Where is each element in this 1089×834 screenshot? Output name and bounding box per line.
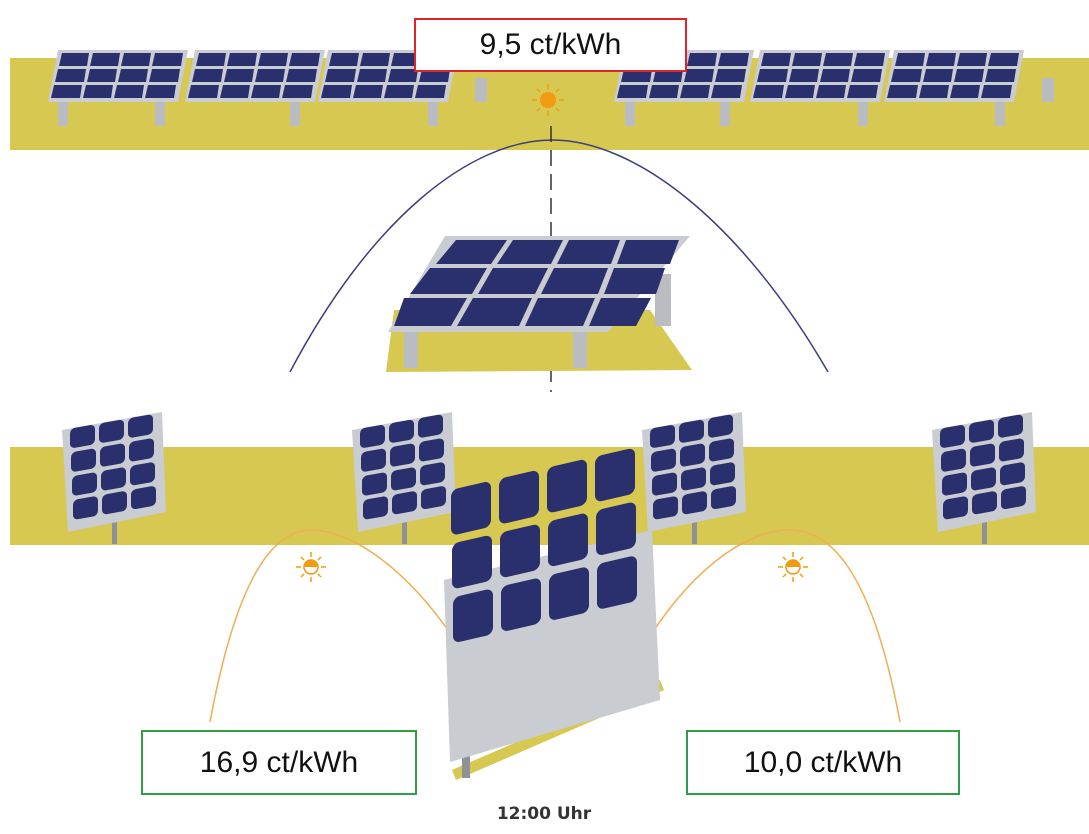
- price-label-vertical-east: 16,9 ct/kWh: [141, 730, 417, 795]
- pv-module-tilted-large: [386, 236, 692, 372]
- half-sun-icon: [778, 552, 808, 582]
- curve-vertical: [209, 529, 901, 723]
- price-label-horizontal: 9,5 ct/kWh: [414, 18, 687, 72]
- pv-module-vertical-large: [444, 448, 664, 780]
- price-label-vertical-west: 10,0 ct/kWh: [686, 730, 960, 795]
- pv-vertical-row: [62, 412, 1036, 544]
- pv-row-right: [614, 50, 1054, 126]
- curve-horizontal: [289, 139, 829, 373]
- time-label: 12:00 Uhr: [496, 804, 592, 824]
- pv-row-left: [48, 50, 487, 126]
- half-sun-icon: [296, 552, 326, 582]
- sun-icon: [532, 84, 564, 116]
